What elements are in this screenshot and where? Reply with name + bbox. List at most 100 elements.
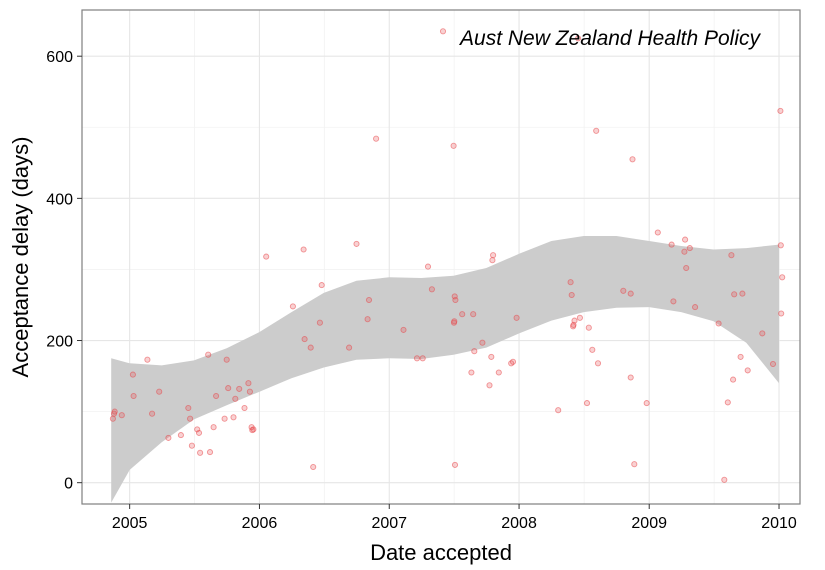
data-point bbox=[495, 369, 502, 376]
data-point bbox=[451, 461, 459, 468]
data-point bbox=[777, 107, 784, 114]
data-point bbox=[759, 330, 766, 337]
data-point bbox=[778, 310, 785, 317]
data-point bbox=[225, 385, 232, 392]
data-point bbox=[489, 257, 496, 264]
data-point bbox=[165, 434, 172, 441]
data-point bbox=[373, 135, 380, 142]
data-point bbox=[459, 311, 466, 318]
data-point bbox=[509, 358, 517, 365]
x-axis-title: Date accepted bbox=[370, 540, 512, 565]
data-point bbox=[316, 319, 323, 326]
data-point bbox=[185, 404, 192, 412]
data-point bbox=[301, 336, 308, 343]
y-axis-title: Acceptance delay (days) bbox=[8, 137, 33, 378]
data-point bbox=[568, 291, 575, 299]
data-point bbox=[144, 356, 151, 363]
data-point bbox=[668, 241, 675, 248]
data-point bbox=[627, 290, 634, 297]
data-point bbox=[589, 346, 596, 353]
data-point bbox=[213, 392, 220, 400]
data-point bbox=[585, 324, 592, 331]
x-tick-label: 2008 bbox=[501, 515, 537, 532]
data-point bbox=[567, 279, 574, 286]
data-point bbox=[310, 463, 317, 471]
data-point bbox=[246, 388, 253, 395]
data-point bbox=[419, 355, 426, 362]
data-point bbox=[353, 240, 360, 247]
data-point bbox=[471, 348, 478, 355]
points-layer bbox=[109, 28, 786, 483]
data-point bbox=[715, 320, 722, 327]
data-point bbox=[177, 432, 184, 439]
data-point bbox=[365, 296, 373, 304]
data-point bbox=[109, 415, 116, 422]
data-point bbox=[620, 287, 627, 294]
data-point bbox=[468, 369, 475, 376]
data-point bbox=[555, 407, 562, 414]
data-point bbox=[223, 356, 230, 363]
data-point bbox=[156, 388, 163, 395]
data-point bbox=[221, 415, 228, 422]
data-point bbox=[307, 344, 314, 351]
data-point bbox=[593, 127, 600, 134]
data-point bbox=[452, 296, 459, 304]
data-point bbox=[692, 304, 699, 311]
data-point bbox=[728, 252, 735, 259]
data-point bbox=[744, 367, 751, 374]
data-point bbox=[730, 376, 737, 383]
data-point bbox=[118, 412, 125, 419]
data-point bbox=[188, 442, 195, 449]
data-point bbox=[681, 248, 688, 255]
data-point bbox=[230, 414, 237, 421]
data-point bbox=[488, 353, 495, 360]
y-tick-label: 0 bbox=[64, 476, 73, 493]
data-point bbox=[490, 252, 497, 259]
data-point bbox=[486, 382, 493, 389]
data-point bbox=[739, 290, 746, 297]
x-tick-label: 2009 bbox=[631, 515, 667, 532]
data-point bbox=[187, 415, 194, 422]
y-tick-label: 200 bbox=[46, 334, 73, 351]
data-point bbox=[245, 380, 252, 387]
y-tick-label: 600 bbox=[46, 49, 73, 66]
confidence-band bbox=[111, 236, 779, 503]
chart-annotation: Aust New Zealand Health Policy bbox=[458, 27, 761, 50]
data-point bbox=[346, 344, 353, 351]
data-point bbox=[413, 355, 421, 362]
smooth-band-layer bbox=[111, 236, 779, 503]
data-point bbox=[643, 400, 650, 407]
data-point bbox=[479, 339, 486, 346]
data-point bbox=[777, 242, 784, 249]
data-point bbox=[241, 404, 248, 412]
data-point bbox=[205, 351, 212, 358]
data-point bbox=[400, 326, 407, 333]
data-point bbox=[197, 449, 204, 456]
y-axis: 0 200 400 600 bbox=[46, 49, 82, 493]
x-axis: 2005 2006 2007 2008 2009 2010 bbox=[112, 504, 797, 532]
data-point bbox=[631, 461, 638, 468]
x-tick-label: 2005 bbox=[112, 515, 148, 532]
data-point bbox=[451, 318, 458, 325]
data-point bbox=[654, 229, 661, 236]
data-point bbox=[627, 374, 634, 381]
data-point bbox=[129, 371, 136, 378]
data-point bbox=[629, 156, 636, 163]
data-point bbox=[594, 360, 602, 367]
data-point bbox=[424, 263, 432, 270]
data-point bbox=[250, 426, 257, 433]
data-point bbox=[130, 392, 137, 400]
data-point bbox=[686, 245, 693, 252]
data-point bbox=[111, 408, 118, 415]
data-point bbox=[300, 246, 307, 253]
data-point bbox=[575, 35, 582, 42]
data-point bbox=[470, 311, 477, 318]
data-point bbox=[583, 400, 591, 407]
data-point bbox=[682, 236, 689, 243]
data-point bbox=[571, 317, 578, 324]
data-point bbox=[439, 28, 447, 35]
data-point bbox=[289, 303, 296, 310]
data-point bbox=[428, 286, 435, 293]
x-tick-label: 2007 bbox=[371, 515, 407, 532]
